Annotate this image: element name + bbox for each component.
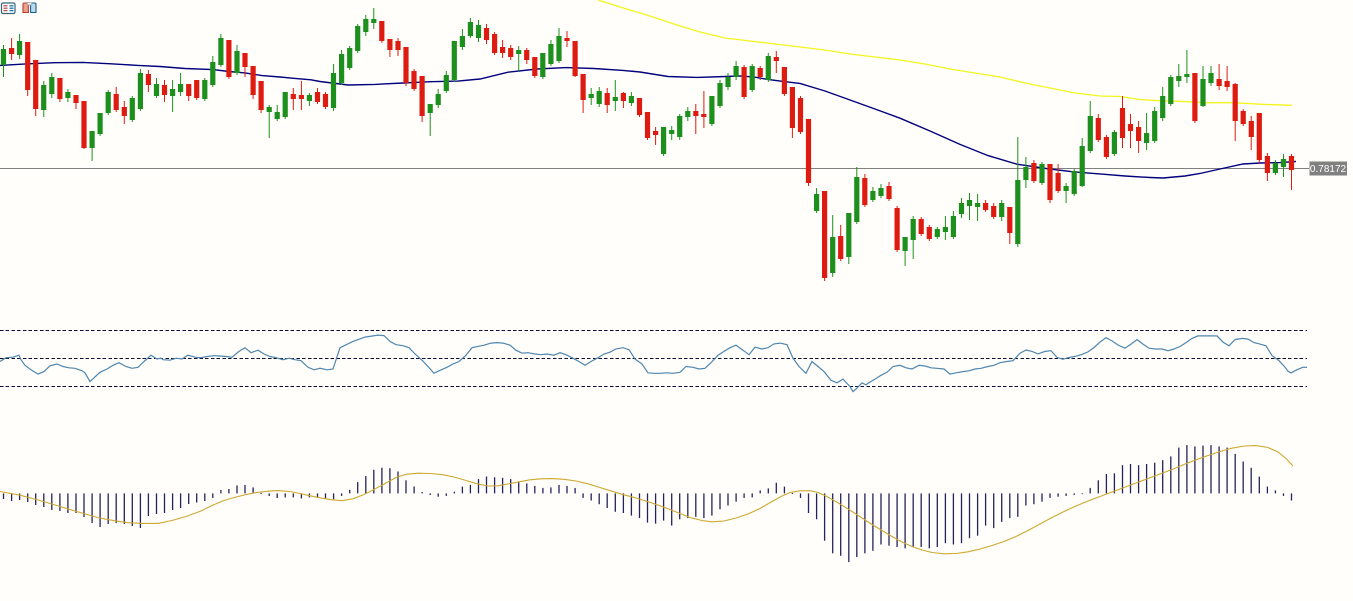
svg-text:0.78172: 0.78172: [1310, 164, 1347, 175]
